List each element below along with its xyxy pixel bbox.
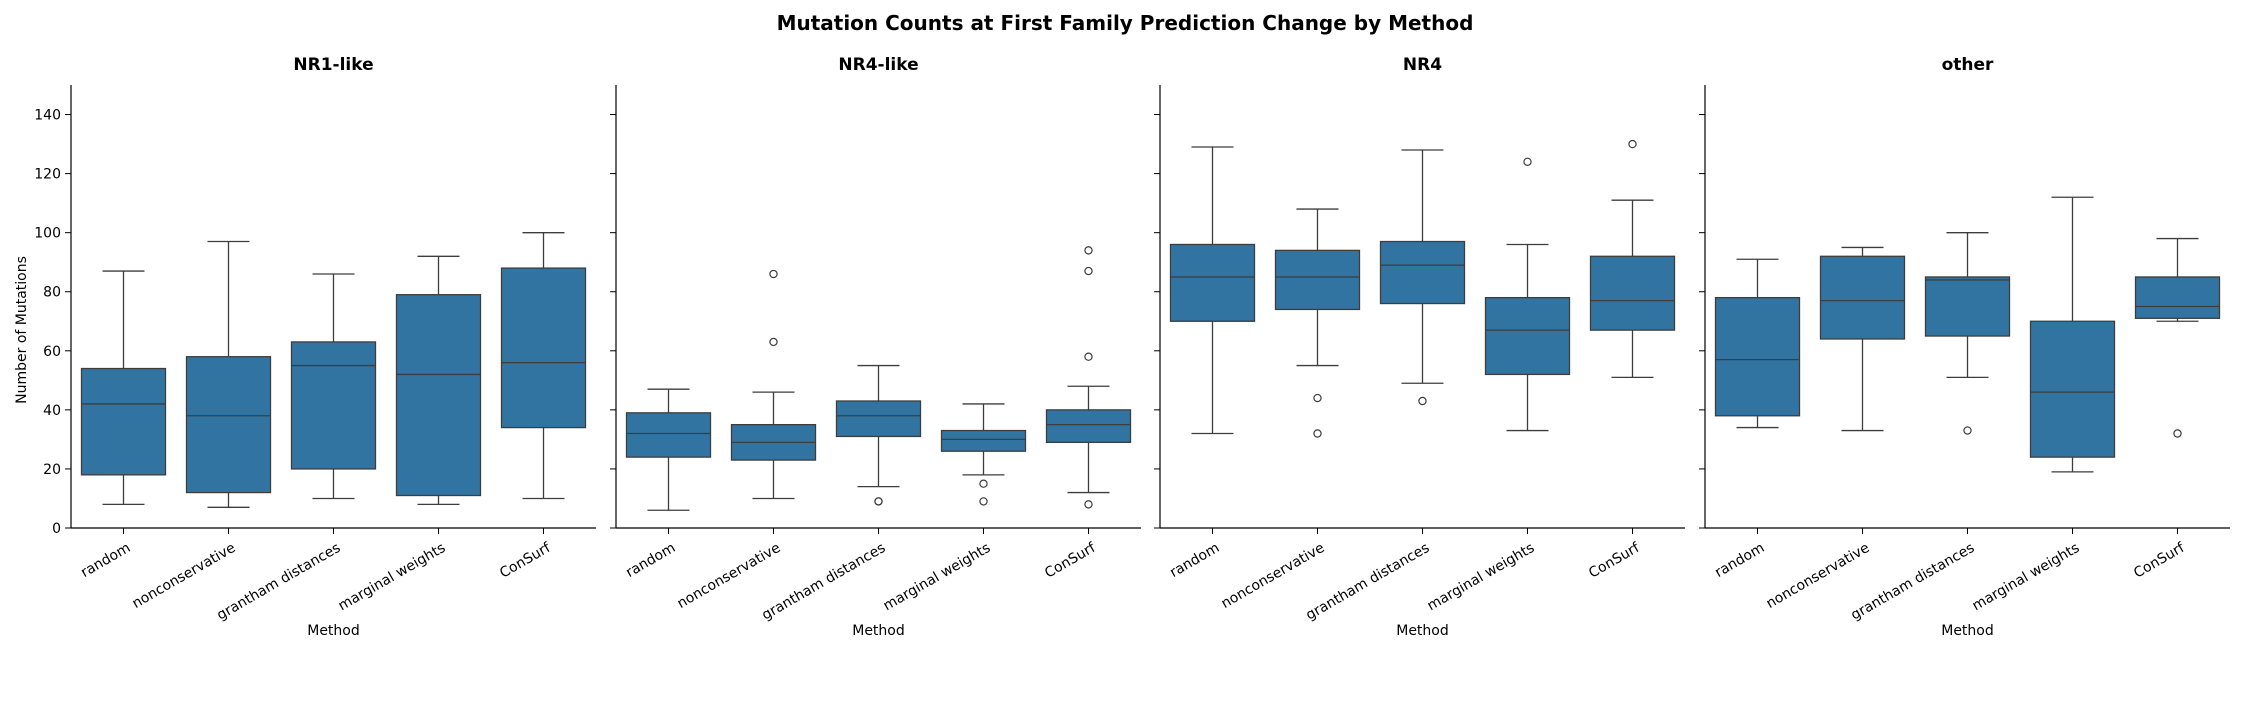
x-tick-label: marginal weights [881, 540, 994, 614]
outlier-point [1963, 426, 1972, 435]
outlier-point [1313, 429, 1322, 438]
x-tick-label: ConSurf [1042, 539, 1099, 581]
box-marginal-weights [1484, 157, 1571, 432]
y-axis-label: Number of Mutations [14, 256, 30, 404]
outlier-point [1084, 266, 1093, 276]
outlier-point [1084, 246, 1093, 255]
box-random [80, 270, 167, 506]
box-grantham-distances [835, 364, 922, 506]
outlier-point [769, 269, 778, 279]
box-consurf [500, 232, 587, 500]
outlier-point [769, 337, 778, 347]
box-consurf [1045, 246, 1132, 509]
x-tick-label: nonconservative [675, 540, 784, 612]
panels-group: NR1-like020406080100120140randomnonconse… [34, 55, 2230, 639]
y-tick-label: 0 [52, 521, 61, 537]
x-axis-label: Method [1396, 623, 1449, 639]
box-marginal-weights [940, 403, 1027, 506]
x-tick-label: ConSurf [497, 539, 554, 581]
iqr-box [1274, 249, 1361, 311]
iqr-box [940, 429, 1027, 452]
outlier-point [2173, 429, 2182, 438]
iqr-box [1169, 243, 1256, 322]
outlier-point [874, 497, 883, 506]
y-tick-label: 80 [43, 285, 61, 301]
y-tick-label: 140 [34, 108, 61, 124]
x-tick-label: random [1167, 540, 1222, 581]
box-nonconservative [1819, 246, 1906, 432]
iqr-box [2029, 320, 2116, 458]
box-nonconservative [185, 240, 272, 508]
box-nonconservative [730, 269, 817, 500]
iqr-box [80, 367, 167, 476]
panel-title: NR1-like [293, 55, 373, 75]
box-random [1714, 258, 1801, 429]
x-tick-label: random [78, 540, 133, 581]
x-tick-label: random [623, 540, 678, 581]
iqr-box [1589, 255, 1676, 331]
outlier-point [1084, 352, 1093, 361]
x-tick-label: marginal weights [336, 540, 449, 614]
iqr-box [1819, 255, 1906, 340]
box-marginal-weights [2029, 196, 2116, 473]
figure-title: Mutation Counts at First Family Predicti… [777, 11, 1474, 35]
iqr-box [1924, 276, 2011, 337]
iqr-box [1484, 296, 1571, 376]
x-tick-label: marginal weights [1970, 540, 2083, 614]
x-axis-label: Method [852, 623, 905, 639]
outlier-point [979, 497, 988, 506]
panel-0: NR1-like 0 20 40 60 80 100 120 140 randomnonconse… [34, 55, 596, 639]
outlier-point [1313, 393, 1322, 403]
iqr-box [2134, 276, 2221, 319]
panel-title: NR4-like [838, 55, 918, 75]
box-consurf [1589, 139, 1676, 379]
panel-title: NR4 [1403, 55, 1442, 75]
x-axis-label: Method [1941, 623, 1994, 639]
iqr-box [1714, 296, 1801, 417]
box-grantham-distances [290, 273, 377, 500]
x-tick-label: nonconservative [1219, 540, 1328, 612]
outlier-point [1628, 139, 1637, 149]
iqr-box [290, 341, 377, 470]
outlier-point [979, 479, 988, 488]
x-tick-label: marginal weights [1425, 540, 1538, 614]
x-tick-label: random [1712, 540, 1767, 581]
x-tick-label: ConSurf [2131, 539, 2188, 581]
iqr-box [1379, 240, 1466, 305]
box-nonconservative [1274, 208, 1361, 438]
iqr-box [185, 356, 272, 494]
box-consurf [2134, 237, 2221, 438]
outlier-point [1084, 500, 1093, 509]
box-random [1169, 146, 1256, 435]
outlier-point [1418, 396, 1427, 406]
iqr-box [835, 400, 922, 438]
y-tick-label: 20 [43, 462, 61, 478]
box-marginal-weights [395, 255, 482, 506]
box-grantham-distances [1924, 232, 2011, 435]
x-tick-label: nonconservative [1764, 540, 1873, 612]
box-grantham-distances [1379, 149, 1466, 406]
panel-title: other [1942, 55, 1994, 75]
iqr-box [1045, 409, 1132, 444]
y-tick-label: 100 [34, 226, 61, 242]
iqr-box [500, 267, 587, 429]
box-random [625, 388, 712, 511]
y-tick-label: 120 [34, 167, 61, 183]
x-axis-label: Method [307, 623, 360, 639]
iqr-box [395, 294, 482, 497]
outlier-point [1523, 157, 1532, 166]
y-tick-label: 40 [43, 403, 61, 419]
x-tick-label: nonconservative [130, 540, 239, 612]
y-tick-label: 60 [43, 344, 61, 360]
x-tick-label: ConSurf [1586, 539, 1643, 581]
iqr-box [625, 412, 712, 458]
